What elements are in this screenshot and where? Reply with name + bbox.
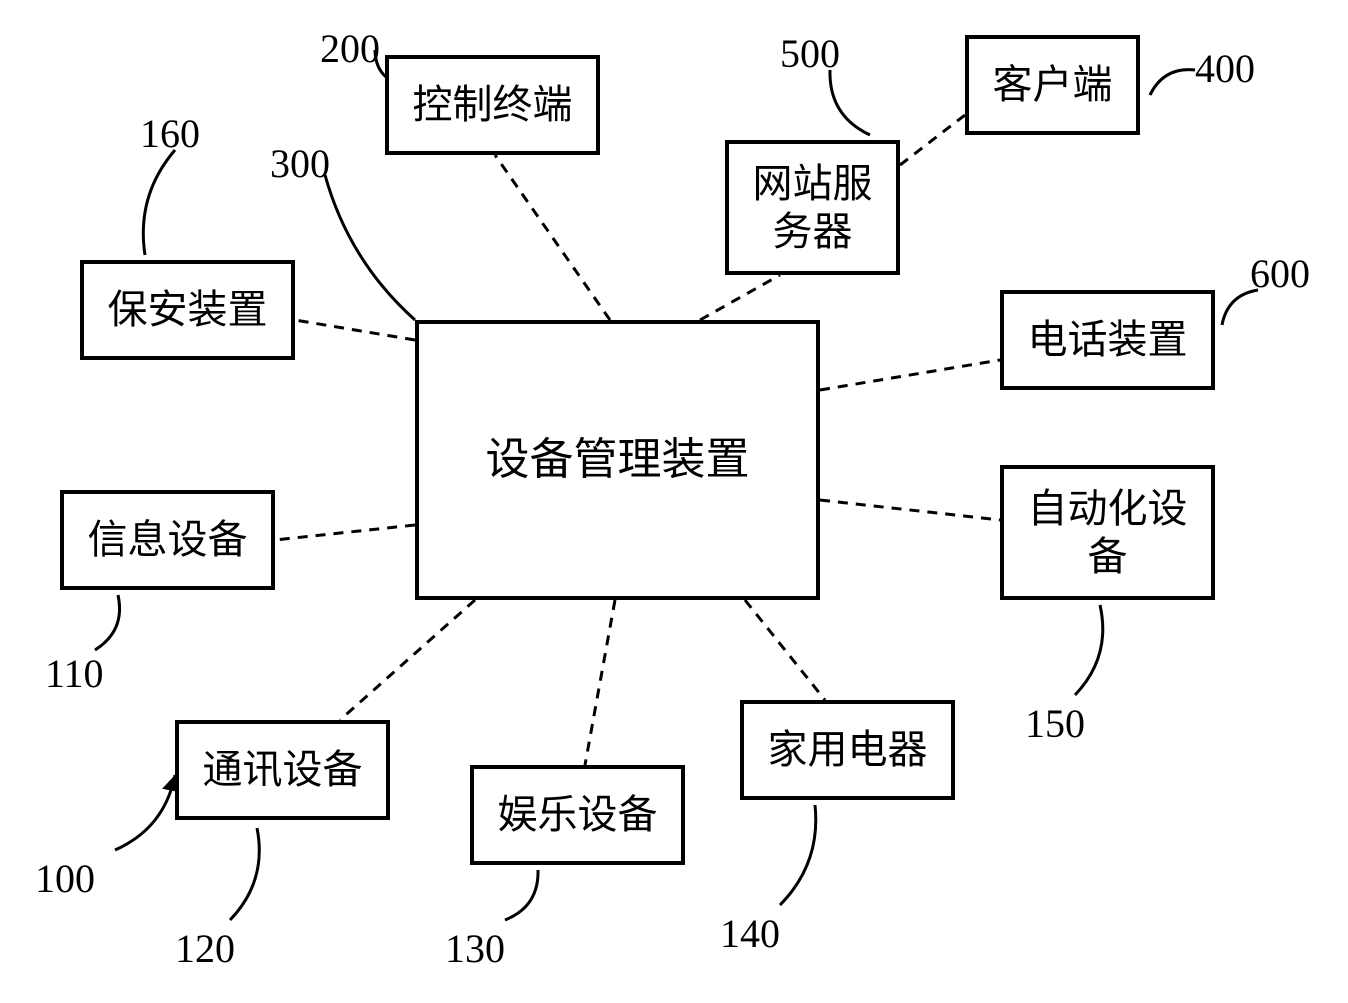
- node-security: 保安装置: [80, 260, 295, 360]
- node-client-label: 客户端: [993, 61, 1113, 109]
- ref-label-200: 200: [320, 25, 380, 72]
- ref-label-140: 140: [720, 910, 780, 957]
- ref-label-110-text: 110: [45, 651, 104, 696]
- ref-label-120-text: 120: [175, 926, 235, 971]
- ref-label-100-text: 100: [35, 856, 95, 901]
- ref-label-160-text: 160: [140, 111, 200, 156]
- ref-label-130-text: 130: [445, 926, 505, 971]
- ref-label-140-text: 140: [720, 911, 780, 956]
- node-web_server: 网站服务器: [725, 140, 900, 275]
- node-comm_equipment-label: 通讯设备: [203, 746, 363, 794]
- ref-label-160: 160: [140, 110, 200, 157]
- ref-label-120: 120: [175, 925, 235, 972]
- ref-label-150: 150: [1025, 700, 1085, 747]
- ref-label-600: 600: [1250, 250, 1310, 297]
- node-control_terminal: 控制终端: [385, 55, 600, 155]
- ref-label-500-text: 500: [780, 31, 840, 76]
- ref-label-500: 500: [780, 30, 840, 77]
- node-client: 客户端: [965, 35, 1140, 135]
- ref-label-200-text: 200: [320, 26, 380, 71]
- ref-label-150-text: 150: [1025, 701, 1085, 746]
- node-entertainment-label: 娱乐设备: [498, 791, 658, 839]
- node-info_equipment: 信息设备: [60, 490, 275, 590]
- ref-label-100: 100: [35, 855, 95, 902]
- node-home_appliance: 家用电器: [740, 700, 955, 800]
- node-security-label: 保安装置: [108, 286, 268, 334]
- ref-label-400-text: 400: [1195, 46, 1255, 91]
- node-home_appliance-label: 家用电器: [768, 726, 928, 774]
- ref-label-400: 400: [1195, 45, 1255, 92]
- node-automation-label: 自动化设备: [1028, 485, 1188, 581]
- ref-label-110: 110: [45, 650, 104, 697]
- node-central-label: 设备管理装置: [486, 434, 750, 487]
- ref-label-130: 130: [445, 925, 505, 972]
- ref-label-300: 300: [270, 140, 330, 187]
- node-automation: 自动化设备: [1000, 465, 1215, 600]
- ref-label-300-text: 300: [270, 141, 330, 186]
- diagram-canvas: 设备管理装置 控制终端网站服务器 客户端保安装置信息设备通讯设备娱乐设备 家用电器 电话…: [0, 0, 1348, 1003]
- node-comm_equipment: 通讯设备: [175, 720, 390, 820]
- node-entertainment: 娱乐设备: [470, 765, 685, 865]
- ref-label-600-text: 600: [1250, 251, 1310, 296]
- node-control_terminal-label: 控制终端: [413, 81, 573, 129]
- node-central: 设备管理装置: [415, 320, 820, 600]
- node-phone_device: 电话装置: [1000, 290, 1215, 390]
- node-info_equipment-label: 信息设备: [88, 516, 248, 564]
- node-phone_device-label: 电话装置: [1028, 316, 1188, 364]
- node-web_server-label: 网站服务器: [753, 160, 873, 256]
